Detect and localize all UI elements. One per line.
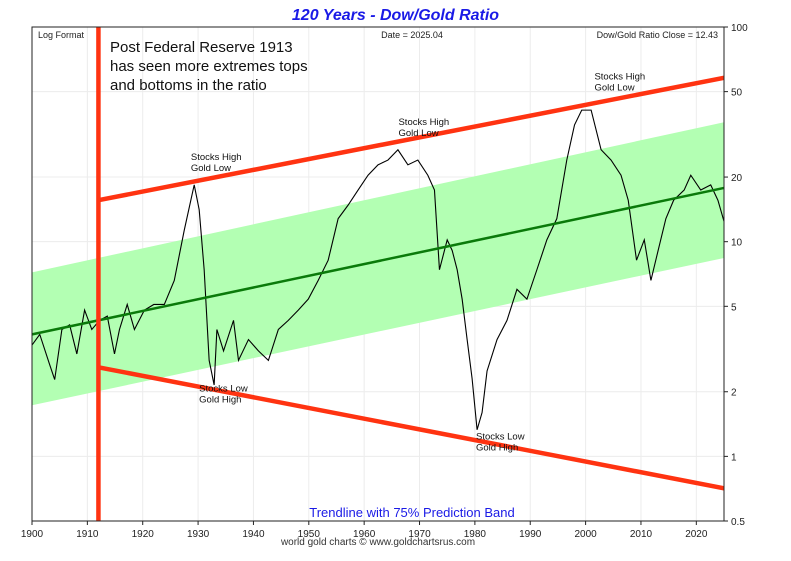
trendline [31,186,725,336]
annotation-label: Stocks High [398,117,449,128]
x-tick-label: 1900 [21,529,44,540]
date-label: Date = 2025.04 [381,30,443,40]
chart-footer: world gold charts © www.goldchartsrus.co… [280,537,476,548]
log-format-label: Log Format [38,30,85,40]
y-tick-label: 100 [731,23,748,34]
x-tick-label: 2020 [685,529,708,540]
federal-reserve-note: Post Federal Reserve 1913 [110,39,293,56]
y-tick-label: 2 [731,388,737,399]
annotation-label: Stocks Low [476,431,525,442]
annotation-label: Stocks High [191,152,242,163]
y-tick-label: 50 [731,88,743,99]
annotation-label: Gold Low [191,163,231,174]
annotation-label: Stocks Low [199,384,248,395]
x-tick-label: 2000 [574,529,597,540]
annotation-label: Stocks High [594,71,645,82]
lower-channel-line [98,365,725,491]
y-tick-label: 0.5 [731,517,745,528]
x-tick-label: 1930 [187,529,210,540]
federal-reserve-note: and bottoms in the ratio [110,77,267,94]
federal-reserve-note: has seen more extremes tops [110,58,308,75]
annotation-label: Gold High [476,442,518,453]
y-tick-label: 5 [731,302,737,313]
y-tick-label: 1 [731,452,737,463]
plot-frame [31,26,725,522]
annotation-label: Gold Low [594,82,634,93]
chart-title: 120 Years - Dow/Gold Ratio [291,7,500,24]
y-tick-label: 10 [731,238,743,249]
band-subtitle: Trendline with 75% Prediction Band [309,505,514,520]
x-tick-label: 1920 [132,529,155,540]
x-tick-label: 1990 [519,529,542,540]
x-tick-label: 1940 [242,529,265,540]
x-tick-label: 1910 [76,529,99,540]
dow-gold-ratio-line [31,109,725,430]
annotation-label: Gold Low [398,128,438,139]
x-tick-label: 1980 [464,529,487,540]
prediction-band [32,122,724,406]
close-label: Dow/Gold Ratio Close = 12.43 [597,30,718,40]
upper-channel-line [97,75,725,203]
x-tick-label: 1970 [408,529,431,540]
annotation-label: Gold High [199,395,241,406]
x-tick-label: 1950 [298,529,321,540]
x-tick-label: 2010 [630,529,653,540]
y-tick-label: 20 [731,173,743,184]
x-tick-label: 1960 [353,529,376,540]
